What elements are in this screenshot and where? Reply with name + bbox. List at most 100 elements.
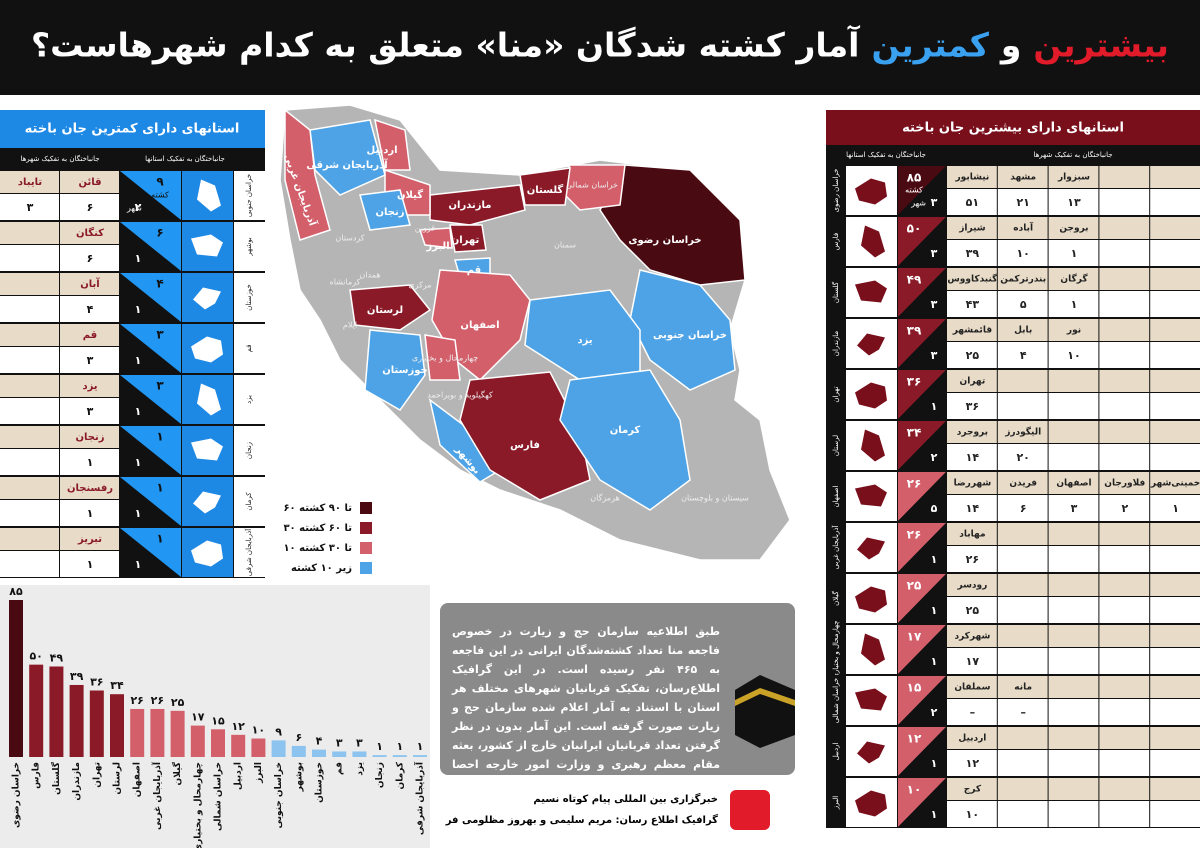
city-count: ۳: [931, 196, 938, 209]
map-region: [429, 184, 526, 226]
city-name-cell: [1099, 319, 1150, 341]
map-label: خراسان رضوی: [628, 235, 701, 246]
map-label: گیلان: [397, 188, 423, 201]
city-name-cell: [0, 222, 59, 244]
city-name: الیگودرز: [1004, 426, 1041, 438]
map-region: [284, 108, 331, 241]
province-shape: [855, 586, 887, 613]
city-value: ۵: [1020, 298, 1027, 311]
data-label: ۱: [396, 740, 403, 753]
province-total: ۳۹: [907, 324, 922, 338]
city-count-cell: [60, 398, 119, 424]
bar: [291, 745, 306, 757]
data-label: ۱۵: [211, 714, 225, 727]
city-count: ۱: [135, 405, 142, 418]
city-name: آبان: [80, 277, 100, 290]
city-count-cell: [947, 240, 997, 266]
province-total: ۳: [156, 328, 164, 342]
city-name-cell: [947, 676, 997, 698]
map-region: [418, 227, 453, 249]
map-label: کرمانشاه: [330, 278, 361, 287]
city-count-cell: [1150, 801, 1200, 827]
count-cell: [898, 166, 946, 215]
city-count: ۱: [135, 252, 142, 265]
unit-killed: کشته: [905, 186, 923, 195]
city-name-cell: [947, 727, 997, 749]
city-count-cell: [1099, 189, 1150, 215]
city-count-cell: [947, 291, 997, 317]
map-label: سمنان: [554, 241, 576, 250]
city-name: شیراز: [958, 224, 986, 234]
city-count-cell: [1099, 699, 1150, 725]
province-shape: [855, 790, 887, 817]
city-name-cell: [997, 319, 1048, 341]
province-cell: [234, 273, 265, 322]
total-cell: [120, 222, 181, 271]
count-cell: [898, 370, 946, 419]
city-count-cell: [60, 296, 119, 322]
province-name: آذربایجان شرقی: [244, 528, 253, 576]
city-count-cell: [997, 240, 1048, 266]
credit: گرافیک اطلاع رسان: مریم سلیمی و بهروز مظ…: [445, 813, 718, 826]
province-shape: [191, 540, 223, 567]
city-name: رودسر: [956, 581, 987, 591]
city-count-cell: [1099, 546, 1150, 572]
map-label: قم: [467, 265, 481, 276]
province-cell: [234, 528, 265, 577]
total-cell: [120, 375, 181, 424]
city-count-cell: [1099, 393, 1150, 419]
city-name: فلاورجان: [1104, 479, 1145, 489]
kaaba-icon: [735, 675, 795, 748]
province-cell: [234, 222, 265, 271]
city-name: نور: [1066, 326, 1081, 336]
province-shape: [861, 633, 885, 666]
bar: [29, 664, 44, 757]
city-value: ۲۵: [966, 349, 980, 362]
city-count: ۳: [931, 298, 938, 311]
map-label: زنجان: [375, 207, 404, 218]
city-value: ۱۲: [966, 757, 980, 770]
unit-killed: کشته: [151, 191, 169, 200]
city-name-cell: [947, 268, 997, 290]
city-name-cell: [1048, 319, 1099, 341]
city-name-cell: [60, 324, 119, 346]
count-cell: [898, 523, 946, 572]
city-name-cell: [1099, 625, 1150, 647]
title-part: کمترین: [872, 26, 990, 66]
province-name: البرز: [832, 796, 840, 810]
city-count-cell: [60, 500, 119, 526]
city-name-cell: [1099, 676, 1150, 698]
bar: [9, 600, 23, 757]
map-label: لرستان: [367, 305, 403, 316]
city-count-cell: [1150, 342, 1200, 368]
province-name: خراسان شمالی: [832, 678, 840, 724]
total-cell: [120, 477, 181, 526]
map-label: اصفهان: [460, 320, 499, 331]
note-text: طبق اطلاعیه سازمان حج و زیارت در خصوص فا…: [452, 625, 720, 790]
city-name: سملقان: [954, 683, 990, 693]
count-cell: [898, 319, 946, 368]
city-name-cell: [997, 166, 1048, 188]
city-name-cell: [1048, 370, 1099, 392]
city-name: بروجن: [1059, 224, 1088, 234]
city-count-cell: [1150, 444, 1200, 470]
city-name-cell: [1048, 421, 1099, 443]
province-shape: [861, 429, 885, 462]
count-cell: [898, 778, 946, 827]
city-name-cell: [997, 727, 1048, 749]
city-name-cell: [1048, 778, 1099, 800]
city-name-cell: [1150, 268, 1200, 290]
city-value: ۵۱: [966, 196, 979, 209]
city-count-cell: [1048, 240, 1099, 266]
city-value: –: [970, 706, 976, 719]
city-name: زنجان: [75, 432, 104, 443]
province-name: خراسان جنوبی: [245, 174, 253, 217]
province-shape: [193, 287, 221, 310]
city-count-cell: [1150, 597, 1200, 623]
map-region: [374, 118, 411, 171]
x-tick-label: آذربایجان غربی: [151, 761, 163, 830]
city-name-cell: [60, 375, 119, 397]
city-count-cell: [1099, 801, 1150, 827]
province-shape: [855, 484, 887, 507]
city-count-cell: [1099, 291, 1150, 317]
